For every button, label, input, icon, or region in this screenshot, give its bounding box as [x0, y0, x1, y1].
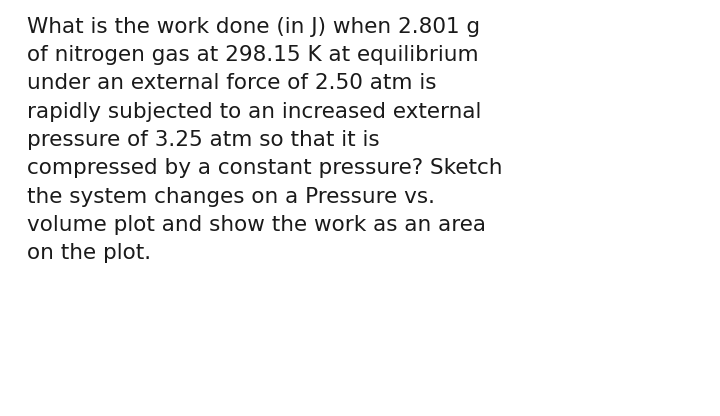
- Text: What is the work done (in J) when 2.801 g
of nitrogen gas at 298.15 K at equilib: What is the work done (in J) when 2.801 …: [27, 17, 503, 263]
